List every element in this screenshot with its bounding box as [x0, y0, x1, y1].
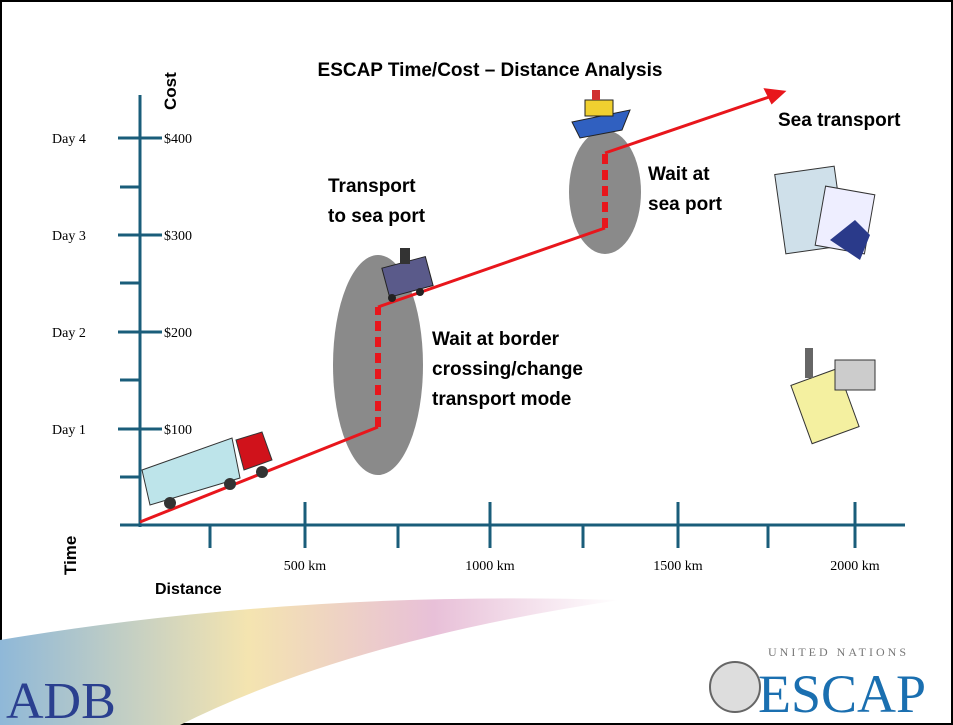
- title: ESCAP Time/Cost – Distance Analysis: [318, 60, 663, 81]
- time-tick: Day 3: [52, 229, 86, 244]
- annotation: Wait at border: [432, 329, 560, 350]
- annotation: transport mode: [432, 389, 571, 410]
- distance-tick: 1000 km: [465, 559, 515, 574]
- annotation: Sea transport: [778, 110, 901, 131]
- un-emblem: [710, 662, 760, 712]
- adb-logo: ADB: [6, 673, 116, 725]
- cost-tick: $100: [164, 423, 192, 438]
- distance-label: Distance: [155, 581, 222, 598]
- time-tick: Day 1: [52, 423, 86, 438]
- distance-tick: 2000 km: [830, 559, 880, 574]
- time-tick: Day 4: [52, 132, 86, 147]
- cost-label: Cost: [161, 72, 180, 110]
- slide: ESCAP Time/Cost – Distance Analysis Cost…: [0, 0, 953, 725]
- annotation: sea port: [648, 194, 723, 215]
- un-text: UNITED NATIONS: [768, 645, 909, 659]
- time-tick: Day 2: [52, 326, 86, 341]
- annotation: crossing/change: [432, 359, 583, 380]
- annotation: to sea port: [328, 206, 426, 227]
- escap-logo: ESCAP: [758, 664, 926, 724]
- cost-tick: $400: [164, 132, 192, 147]
- annotation: Transport: [328, 176, 416, 197]
- cost-tick: $300: [164, 229, 192, 244]
- annotation: Wait at: [648, 164, 710, 185]
- cost-tick: $200: [164, 326, 192, 341]
- distance-tick: 500 km: [284, 559, 327, 574]
- distance-tick: 1500 km: [653, 559, 703, 574]
- time-label: Time: [61, 536, 80, 575]
